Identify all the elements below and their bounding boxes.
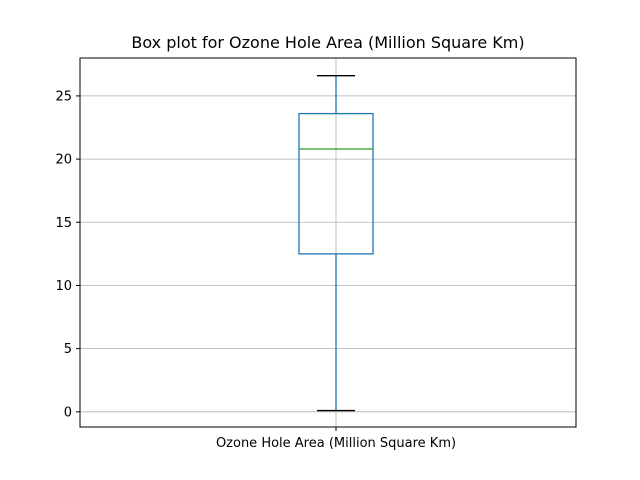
plot-layer [298, 75, 374, 412]
y-tick-label-3: 15 [55, 216, 72, 231]
y-tick-label-1: 5 [64, 342, 72, 357]
axis-layer: 0 5 10 15 20 25 Ozone Hole Area (Million Squar… [55, 89, 456, 451]
plot-frame [79, 57, 577, 428]
y-tick-label-4: 20 [55, 153, 72, 168]
x-tick-label-0: Ozone Hole Area (Million Square Km) [216, 436, 456, 451]
iqr-box [298, 112, 374, 255]
y-tick-label-5: 25 [55, 89, 72, 104]
y-tick-label-0: 0 [64, 405, 72, 420]
y-tick-label-2: 10 [55, 279, 72, 294]
chart-title: Box plot for Ozone Hole Area (Million Sq… [131, 33, 525, 52]
